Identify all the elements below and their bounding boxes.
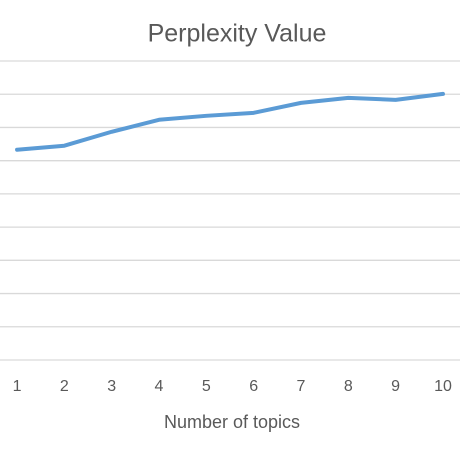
x-tick-label: 10 xyxy=(434,378,452,395)
x-tick-label: 1 xyxy=(13,378,22,395)
x-tick-label: 8 xyxy=(344,378,353,395)
x-tick-label: 9 xyxy=(391,378,400,395)
x-tick-label: 5 xyxy=(202,378,211,395)
x-tick-label: 2 xyxy=(60,378,69,395)
x-tick-label: 3 xyxy=(107,378,116,395)
data-line xyxy=(15,91,445,152)
x-tick-label: 4 xyxy=(155,378,164,395)
x-axis-label: Number of topics xyxy=(164,412,300,432)
chart-title: Perplexity Value xyxy=(148,20,327,48)
x-tick-label: 6 xyxy=(249,378,258,395)
x-tick-label: 7 xyxy=(297,378,306,395)
